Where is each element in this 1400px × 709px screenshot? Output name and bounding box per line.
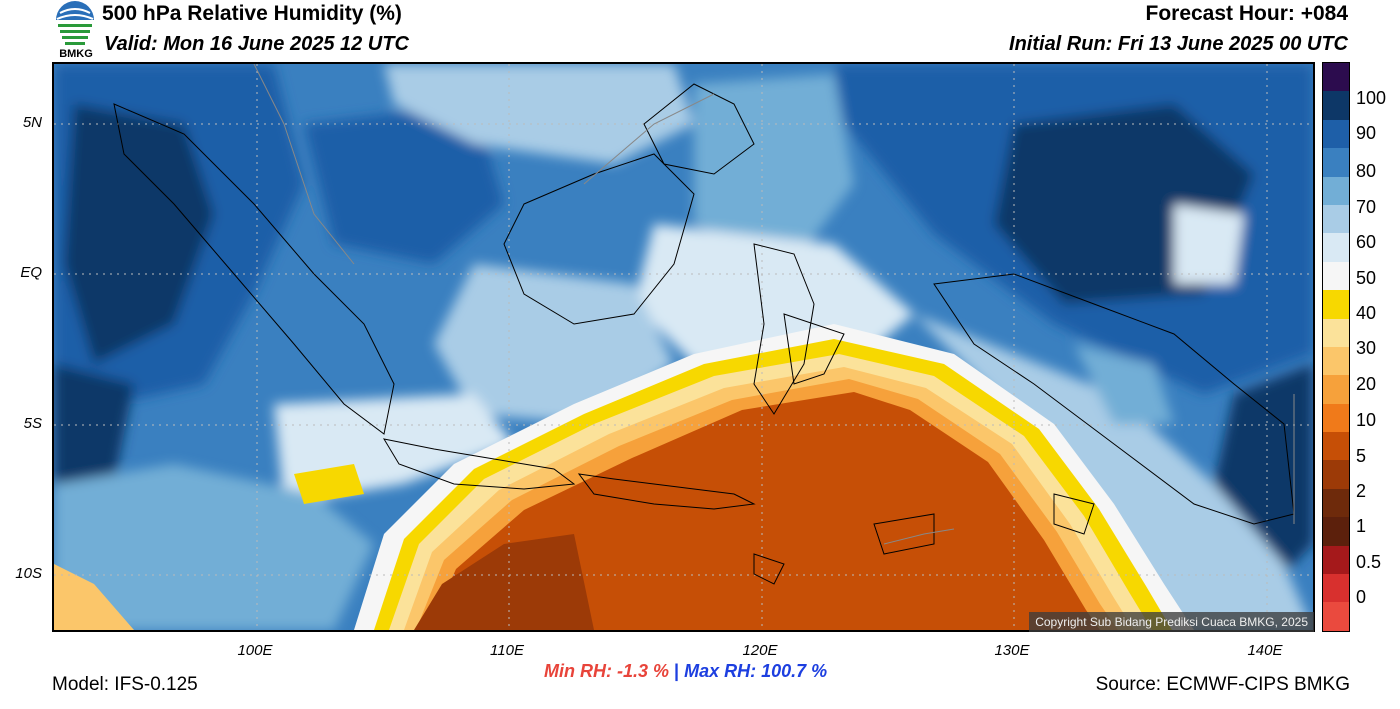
- colorbar-swatch: [1323, 119, 1349, 149]
- colorbar-label: 10: [1356, 410, 1377, 430]
- colorbar-swatch: [1323, 261, 1349, 291]
- forecast-hour: Forecast Hour: +084: [1145, 2, 1349, 25]
- colorbar-label: 1: [1356, 516, 1367, 536]
- logo-text: BMKG: [59, 48, 93, 60]
- colorbar-swatch: [1323, 460, 1349, 489]
- colorbar-swatch: [1323, 346, 1349, 376]
- humidity-field: [54, 64, 1313, 630]
- colorbar-label: 0.5: [1356, 552, 1382, 572]
- colorbar-swatch: [1323, 233, 1349, 262]
- colorbar-label: 0: [1356, 587, 1367, 607]
- colorbar-swatch: [1323, 602, 1349, 631]
- colorbar-swatch: [1323, 318, 1349, 347]
- colorbar-label: 100: [1356, 88, 1387, 108]
- colorbar-label: 90: [1356, 123, 1377, 143]
- colorbar-swatch: [1323, 488, 1349, 518]
- min-rh: Min RH: -1.3 %: [544, 661, 670, 681]
- colorbar-label: 50: [1356, 268, 1377, 288]
- lat-label-eq: EQ: [20, 264, 42, 281]
- max-rh: Max RH: 100.7 %: [684, 661, 828, 681]
- colorbar-label: 80: [1356, 161, 1377, 181]
- lon-label-140e: 140E: [1247, 642, 1283, 659]
- colorbar-swatch: [1323, 290, 1349, 319]
- colorbar-label: 60: [1356, 232, 1377, 252]
- lat-label-5n: 5N: [22, 114, 42, 131]
- map-title: 500 hPa Relative Humidity (%): [102, 2, 402, 25]
- lat-label-10s: 10S: [15, 565, 42, 582]
- lon-label-130e: 130E: [994, 642, 1030, 659]
- colorbar-swatch: [1323, 91, 1349, 120]
- humidity-map: [52, 62, 1315, 632]
- colorbar-label: 30: [1356, 338, 1377, 358]
- copyright-notice: Copyright Sub Bidang Prediksi Cuaca BMKG…: [1029, 612, 1314, 632]
- colorbar-label: 2: [1356, 481, 1367, 501]
- colorbar-label: 5: [1356, 446, 1367, 466]
- colorbar-swatch: [1323, 517, 1349, 546]
- initial-run: Initial Run: Fri 13 June 2025 00 UTC: [1009, 33, 1348, 55]
- lon-label-120e: 120E: [742, 642, 778, 659]
- colorbar-swatch: [1323, 574, 1349, 603]
- rh-stats: Min RH: -1.3 % | Max RH: 100.7 %: [544, 661, 827, 682]
- lon-label-100e: 100E: [237, 642, 273, 659]
- colorbar-swatch: [1323, 204, 1349, 234]
- colorbar-label: 20: [1356, 374, 1377, 394]
- model-label: Model: IFS-0.125: [52, 674, 198, 695]
- lon-label-110e: 110E: [490, 642, 524, 659]
- colorbar: [1322, 62, 1350, 632]
- colorbar-swatch: [1323, 403, 1349, 433]
- colorbar-swatch: [1323, 545, 1349, 575]
- borders: [253, 64, 1295, 545]
- colorbar-swatch: [1323, 148, 1349, 177]
- lat-label-5s: 5S: [23, 415, 42, 432]
- colorbar-swatch: [1323, 375, 1349, 404]
- colorbar-swatch: [1323, 63, 1349, 92]
- valid-time: Valid: Mon 16 June 2025 12 UTC: [104, 33, 409, 55]
- colorbar-swatch: [1323, 176, 1349, 205]
- source-label: Source: ECMWF-CIPS BMKG: [1095, 674, 1350, 695]
- stats-separator: |: [674, 661, 680, 681]
- bmkg-logo-icon: [52, 0, 98, 60]
- colorbar-label: 40: [1356, 303, 1377, 323]
- colorbar-swatch: [1323, 432, 1349, 461]
- colorbar-label: 70: [1356, 197, 1377, 217]
